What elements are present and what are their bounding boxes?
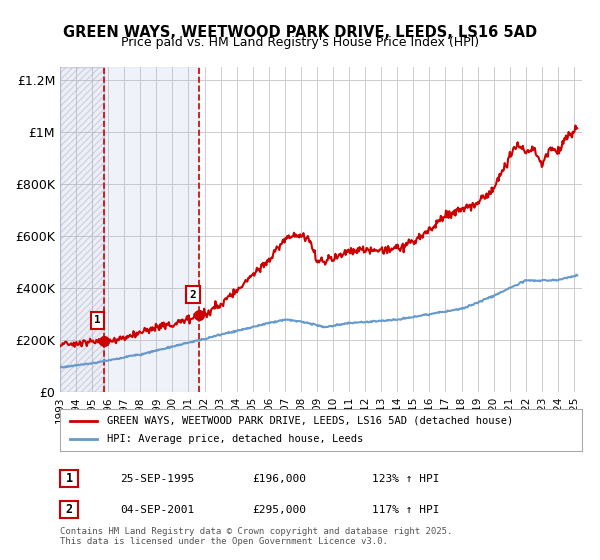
Text: £295,000: £295,000: [252, 505, 306, 515]
Text: HPI: Average price, detached house, Leeds: HPI: Average price, detached house, Leed…: [107, 434, 363, 444]
Text: 123% ↑ HPI: 123% ↑ HPI: [372, 474, 439, 484]
Bar: [60, 67, 104, 392]
Bar: [104, 67, 199, 392]
Text: 04-SEP-2001: 04-SEP-2001: [120, 505, 194, 515]
Text: 25-SEP-1995: 25-SEP-1995: [120, 474, 194, 484]
Text: 117% ↑ HPI: 117% ↑ HPI: [372, 505, 439, 515]
Text: 2: 2: [190, 290, 196, 300]
Text: 1: 1: [65, 472, 73, 486]
Text: Contains HM Land Registry data © Crown copyright and database right 2025.
This d: Contains HM Land Registry data © Crown c…: [60, 526, 452, 546]
Text: GREEN WAYS, WEETWOOD PARK DRIVE, LEEDS, LS16 5AD: GREEN WAYS, WEETWOOD PARK DRIVE, LEEDS, …: [63, 25, 537, 40]
Text: Price paid vs. HM Land Registry's House Price Index (HPI): Price paid vs. HM Land Registry's House …: [121, 36, 479, 49]
Text: GREEN WAYS, WEETWOOD PARK DRIVE, LEEDS, LS16 5AD (detached house): GREEN WAYS, WEETWOOD PARK DRIVE, LEEDS, …: [107, 416, 513, 426]
Bar: [60, 67, 104, 392]
Text: 2: 2: [65, 503, 73, 516]
Text: 1: 1: [94, 315, 101, 325]
Text: £196,000: £196,000: [252, 474, 306, 484]
